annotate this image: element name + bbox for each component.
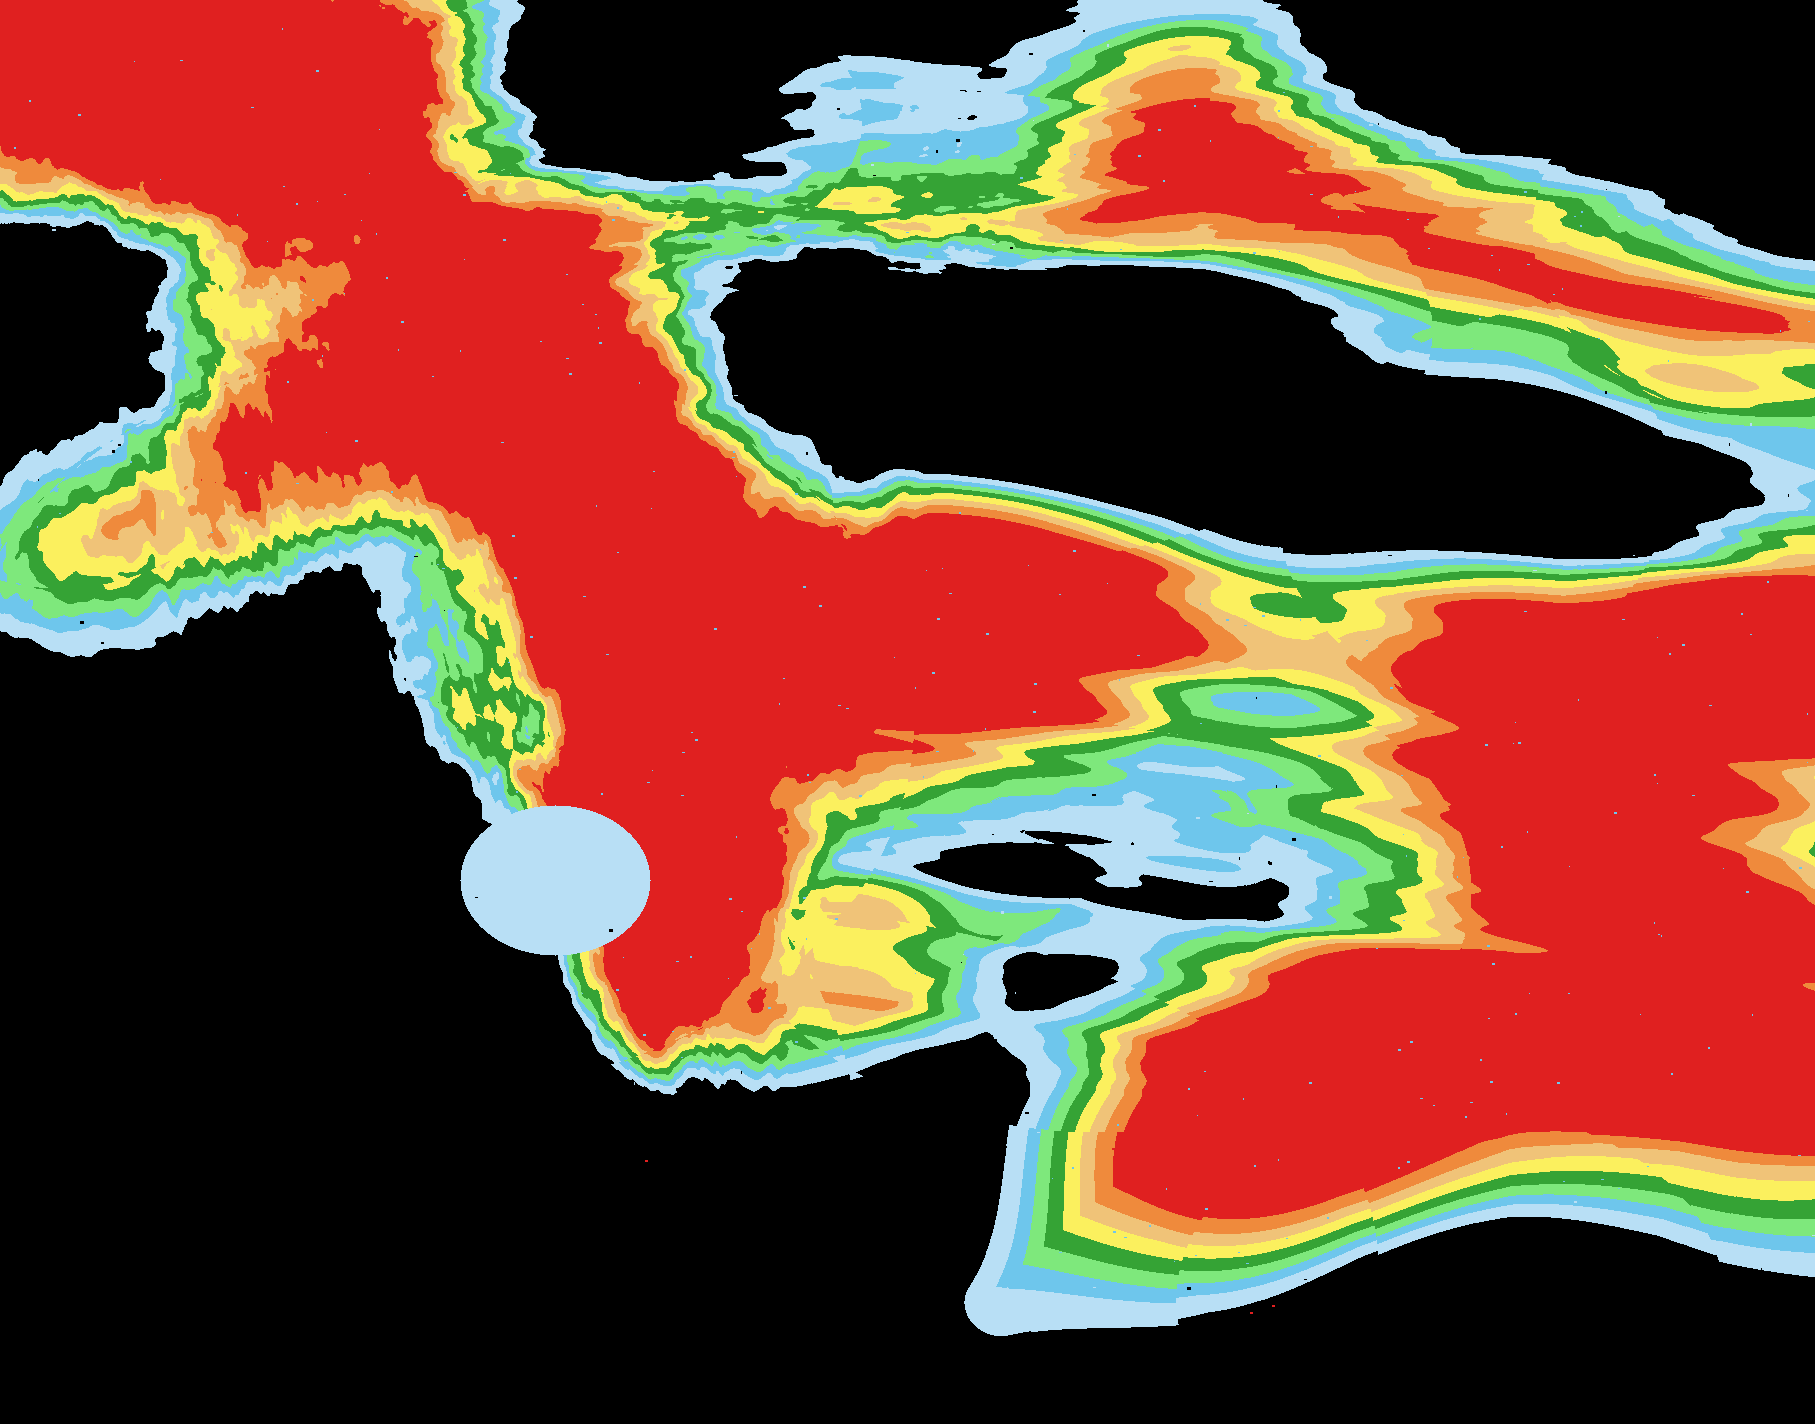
radar-reflectivity-canvas [0,0,1815,1424]
radar-image-panel [0,0,1815,1424]
